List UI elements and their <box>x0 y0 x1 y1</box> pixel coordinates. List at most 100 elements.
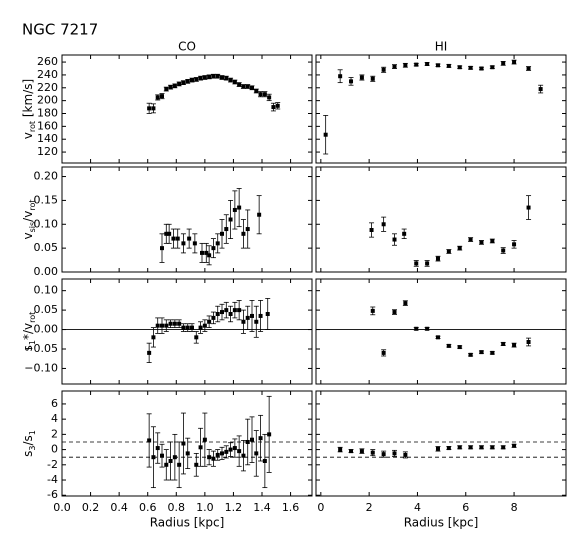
data-point <box>381 350 386 355</box>
y-axis-label-part: 3 <box>28 446 37 451</box>
data-point <box>190 78 194 83</box>
data-point <box>271 105 276 110</box>
y-tick-label: 2 <box>51 427 58 440</box>
data-point <box>241 231 246 236</box>
data-point <box>241 84 246 89</box>
data-point <box>349 449 354 454</box>
data-point <box>160 246 164 251</box>
plot-frame <box>61 166 313 273</box>
data-point <box>211 74 216 79</box>
data-point <box>181 325 186 330</box>
data-point <box>204 250 209 255</box>
y-axis-label-part: [km/s] <box>21 79 35 121</box>
data-point <box>457 345 462 350</box>
data-point <box>435 63 440 68</box>
data-point <box>468 65 473 70</box>
y-axis-label-part: /v <box>21 211 35 222</box>
data-point <box>490 350 495 355</box>
y-tick-label: -2 <box>47 458 58 471</box>
y-tick-label: 200 <box>37 94 58 107</box>
data-point <box>245 315 250 320</box>
data-point <box>526 66 531 71</box>
data-point <box>501 61 506 66</box>
y-axis-label-part: s <box>21 345 35 351</box>
data-point <box>155 95 160 100</box>
y-tick-label: 0.00 <box>34 323 59 336</box>
data-point <box>267 95 272 100</box>
data-point <box>490 238 495 243</box>
y-tick-label: 0.15 <box>34 193 59 206</box>
data-point <box>228 217 233 222</box>
y-tick-label: -6 <box>47 488 58 501</box>
data-point <box>370 450 375 455</box>
data-point <box>202 323 207 328</box>
data-point <box>392 64 397 69</box>
data-point <box>232 446 237 451</box>
y-axis-label: s3/s1 <box>21 430 38 457</box>
data-point <box>147 106 152 111</box>
data-point <box>479 66 484 71</box>
y-tick-label: 4 <box>51 412 58 425</box>
data-point <box>446 343 451 348</box>
data-point <box>381 452 386 457</box>
data-point <box>359 449 364 454</box>
data-point <box>262 459 267 463</box>
plot-frame <box>315 390 567 497</box>
data-point <box>228 78 233 83</box>
column-title: CO <box>178 40 196 54</box>
data-point <box>245 439 250 444</box>
data-point <box>202 75 207 80</box>
y-tick-label: 0.00 <box>34 265 59 278</box>
y-tick-label: 6 <box>51 397 58 410</box>
data-point <box>224 449 229 454</box>
x-tick-label: 0.4 <box>110 501 128 514</box>
data-point <box>164 462 169 467</box>
data-point <box>512 343 517 348</box>
plot-frame <box>61 278 313 385</box>
data-point <box>151 335 156 340</box>
data-point <box>349 79 354 84</box>
data-point <box>479 445 484 450</box>
data-point <box>194 335 199 340</box>
y-axis-label-part: rot <box>28 200 37 211</box>
y-axis-label-part: v <box>21 132 35 139</box>
data-point <box>167 231 172 236</box>
y-tick-label: 160 <box>37 119 58 132</box>
y-tick-label: 240 <box>37 68 58 81</box>
data-point <box>414 62 419 67</box>
data-point <box>164 87 169 92</box>
data-point <box>237 308 242 313</box>
data-point <box>425 326 430 331</box>
data-point <box>185 325 190 330</box>
data-point <box>479 350 484 355</box>
data-point <box>338 74 343 79</box>
data-point <box>211 456 216 461</box>
data-point <box>194 77 199 82</box>
data-point <box>250 313 254 318</box>
data-point <box>457 445 462 450</box>
data-point <box>198 325 203 330</box>
data-point <box>185 451 190 456</box>
data-point <box>207 319 212 324</box>
data-point <box>512 60 517 65</box>
data-point <box>177 462 182 467</box>
y-axis-label-part: s <box>21 451 35 457</box>
x-tick-label: 0.6 <box>139 501 157 514</box>
data-point <box>155 446 160 451</box>
x-tick-label: 0.2 <box>82 501 100 514</box>
data-point <box>392 451 397 456</box>
data-point <box>168 459 173 463</box>
data-point <box>425 62 430 66</box>
data-point <box>479 240 484 245</box>
data-point <box>457 246 462 251</box>
y-tick-label: 0.20 <box>34 170 59 183</box>
data-point <box>177 81 182 86</box>
data-point <box>403 63 408 68</box>
data-point <box>185 79 190 84</box>
y-axis-label-part: rot <box>28 312 37 323</box>
data-point <box>323 132 328 137</box>
figure-title: NGC 7217 <box>22 21 98 39</box>
data-point <box>490 445 495 450</box>
data-point <box>187 236 192 241</box>
